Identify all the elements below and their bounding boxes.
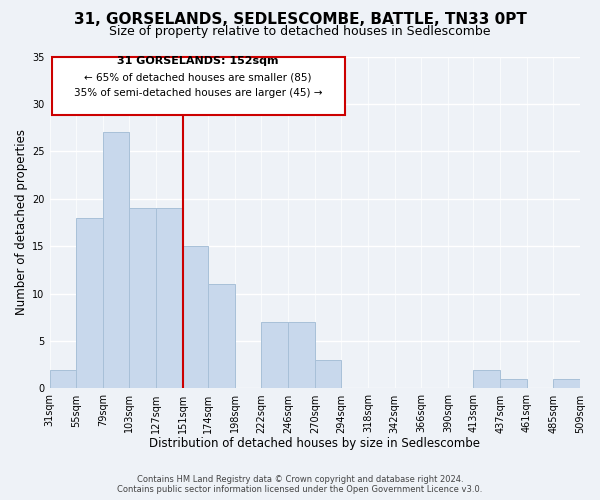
Text: 35% of semi-detached houses are larger (45) →: 35% of semi-detached houses are larger (… bbox=[74, 88, 322, 98]
Bar bbox=[315, 360, 341, 388]
Bar bbox=[103, 132, 130, 388]
Bar bbox=[473, 370, 500, 388]
Bar bbox=[500, 379, 527, 388]
Text: ← 65% of detached houses are smaller (85): ← 65% of detached houses are smaller (85… bbox=[85, 72, 312, 83]
Y-axis label: Number of detached properties: Number of detached properties bbox=[15, 130, 28, 316]
Bar bbox=[208, 284, 235, 389]
Bar bbox=[50, 370, 76, 388]
Bar bbox=[553, 379, 580, 388]
Bar bbox=[262, 322, 288, 388]
Bar bbox=[288, 322, 315, 388]
Bar bbox=[183, 246, 208, 388]
Text: 31 GORSELANDS: 152sqm: 31 GORSELANDS: 152sqm bbox=[118, 56, 279, 66]
Text: Contains HM Land Registry data © Crown copyright and database right 2024.
Contai: Contains HM Land Registry data © Crown c… bbox=[118, 474, 482, 494]
Text: 31, GORSELANDS, SEDLESCOMBE, BATTLE, TN33 0PT: 31, GORSELANDS, SEDLESCOMBE, BATTLE, TN3… bbox=[74, 12, 526, 28]
Bar bbox=[76, 218, 103, 388]
Text: Size of property relative to detached houses in Sedlescombe: Size of property relative to detached ho… bbox=[109, 25, 491, 38]
Bar bbox=[130, 208, 156, 388]
X-axis label: Distribution of detached houses by size in Sedlescombe: Distribution of detached houses by size … bbox=[149, 437, 480, 450]
Bar bbox=[156, 208, 183, 388]
FancyBboxPatch shape bbox=[52, 56, 345, 116]
